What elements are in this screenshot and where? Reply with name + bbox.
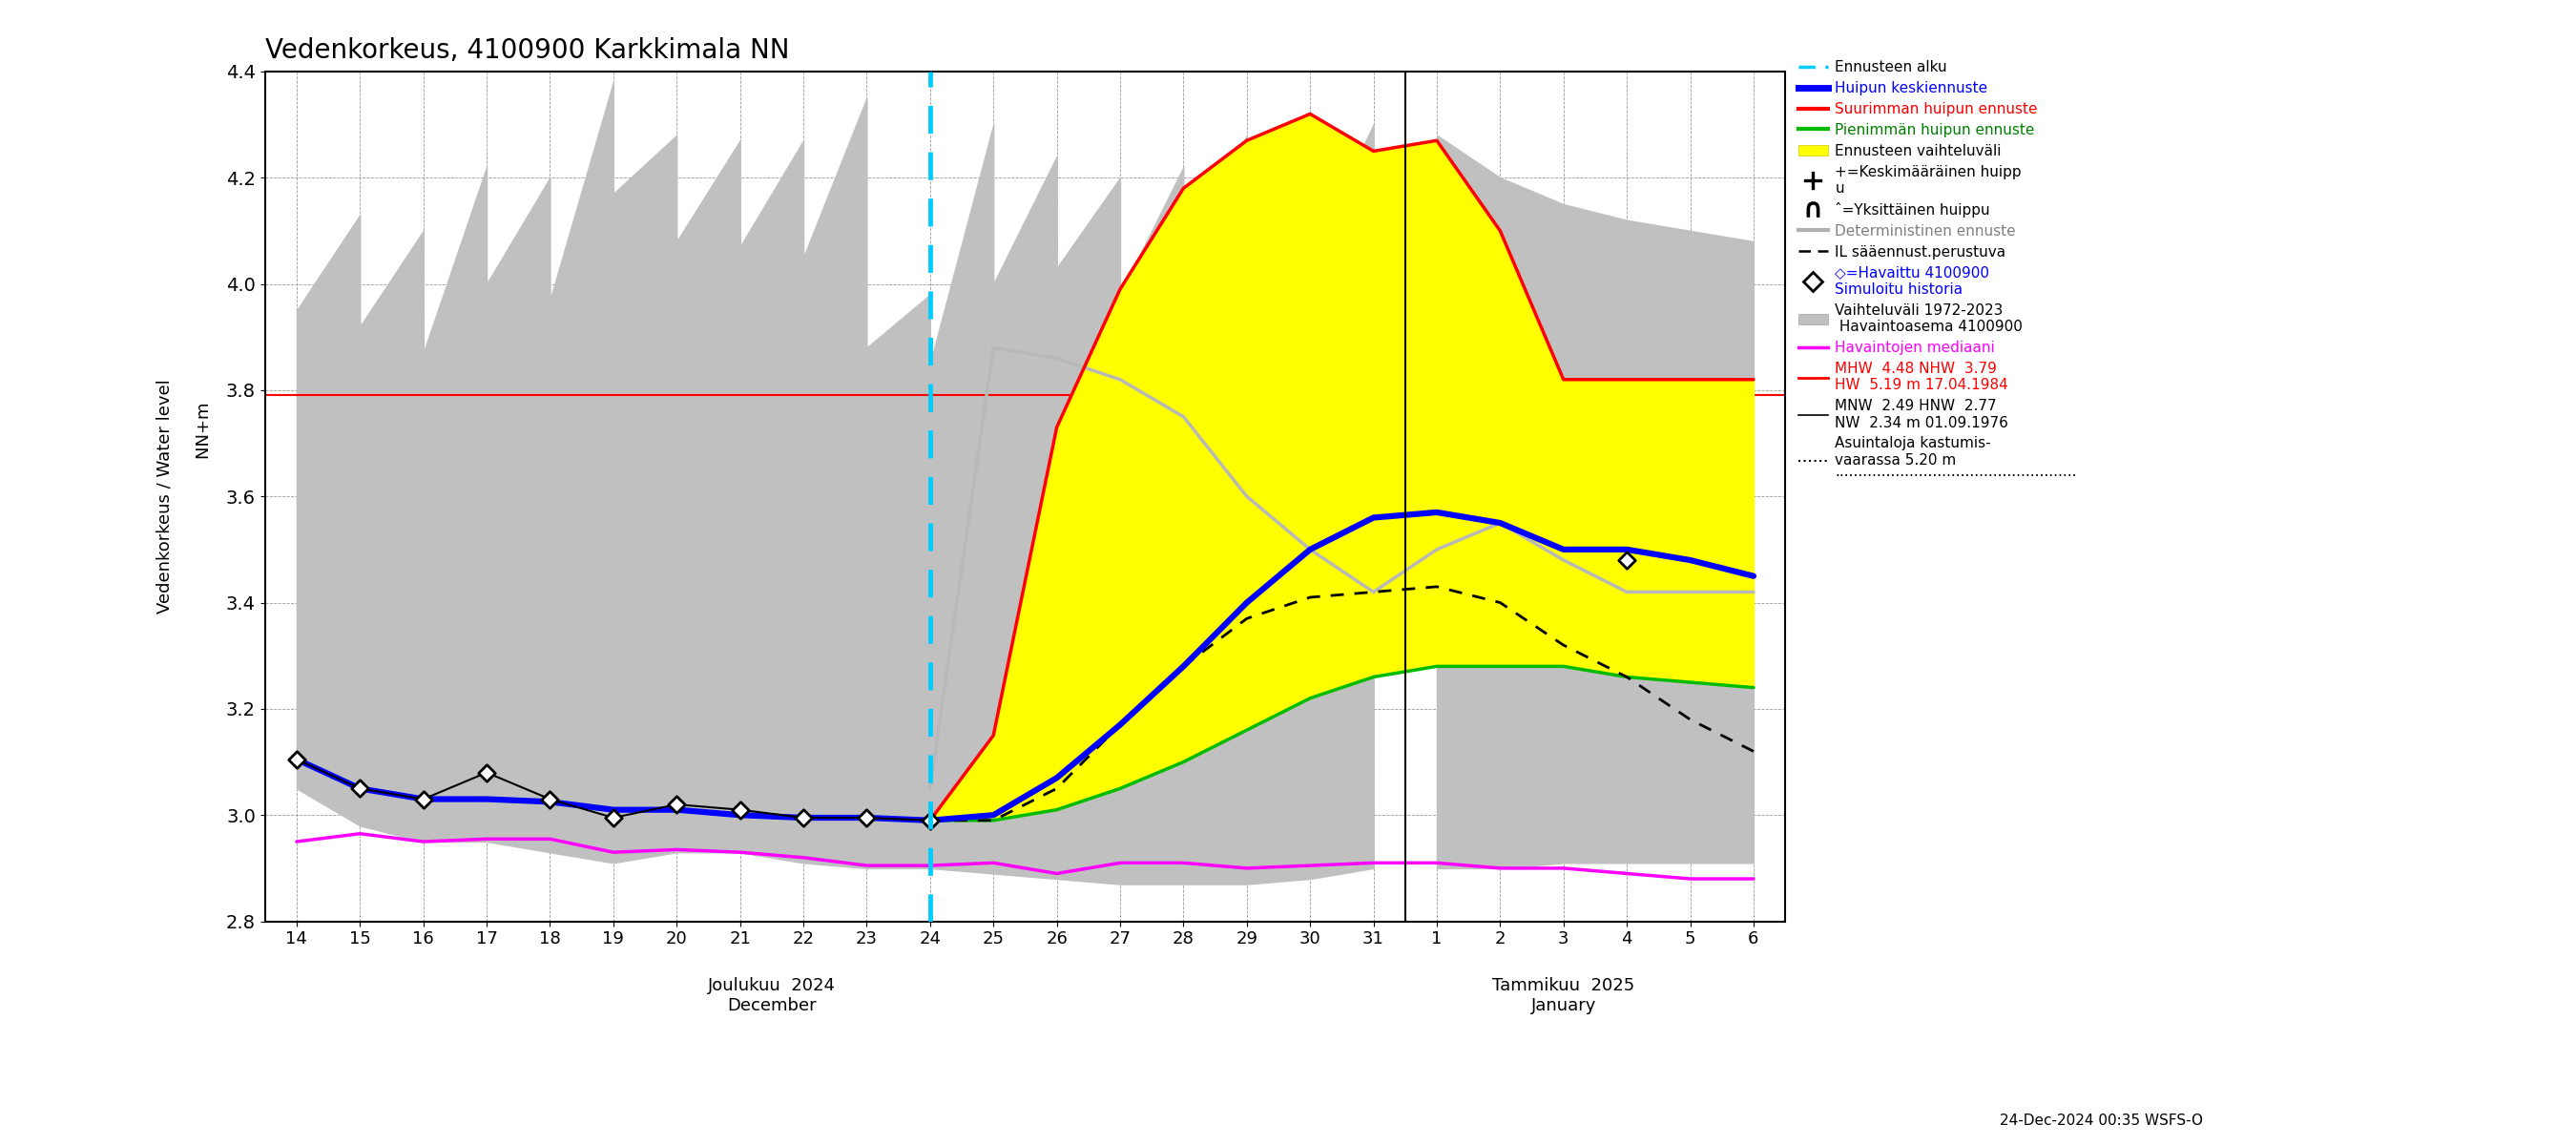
- Point: [845, 808, 886, 827]
- Point: [719, 800, 760, 819]
- Point: [1607, 551, 1649, 569]
- Text: Vedenkorkeus, 4100900 Karkkimala NN: Vedenkorkeus, 4100900 Karkkimala NN: [265, 37, 788, 64]
- Point: [592, 808, 634, 827]
- Point: [340, 780, 381, 798]
- Point: [466, 764, 507, 782]
- Point: [531, 790, 572, 808]
- Text: Tammikuu  2025
January: Tammikuu 2025 January: [1492, 977, 1636, 1014]
- Point: [657, 796, 698, 814]
- Text: 24-Dec-2024 00:35 WSFS-O: 24-Dec-2024 00:35 WSFS-O: [1999, 1113, 2202, 1128]
- Text: Joulukuu  2024
December: Joulukuu 2024 December: [708, 977, 835, 1014]
- Point: [783, 808, 824, 827]
- Legend: Ennusteen alku, Huipun keskiennuste, Suurimman huipun ennuste, Pienimmän huipun : Ennusteen alku, Huipun keskiennuste, Suu…: [1793, 55, 2084, 490]
- Point: [276, 750, 317, 768]
- Y-axis label: Vedenkorkeus / Water level

                        NN+m: Vedenkorkeus / Water level NN+m: [157, 379, 214, 614]
- Point: [909, 811, 951, 829]
- Point: [402, 790, 443, 808]
